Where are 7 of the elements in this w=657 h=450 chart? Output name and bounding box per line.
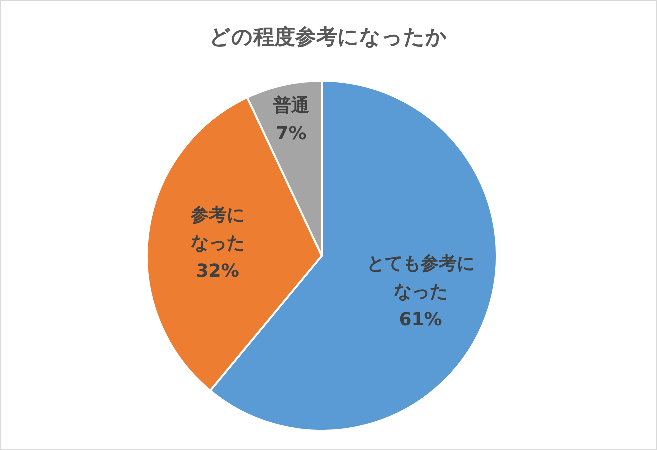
data-label: 32% [196,260,240,282]
slice-label: 普通 [272,95,310,116]
data-label: 61% [399,310,442,331]
data-label: 7% [276,123,307,144]
slice-label: 参考になった [190,204,245,254]
chart-title: どの程度参考になったか [210,25,448,49]
slice-label: とても参考になった [366,254,475,303]
